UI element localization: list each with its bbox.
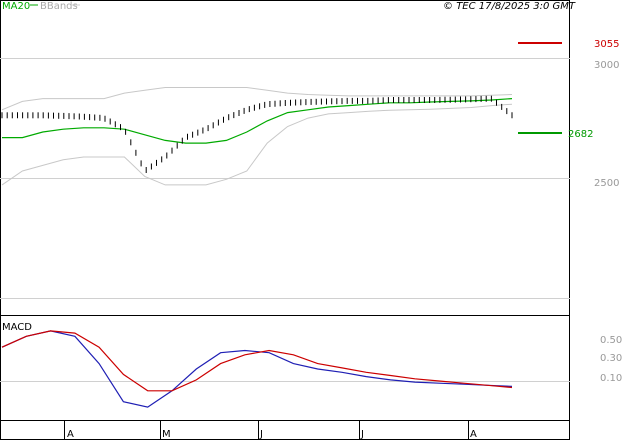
x-tick-label: M bbox=[162, 429, 171, 440]
price-tick-label: 3000 bbox=[594, 60, 619, 71]
price-bars bbox=[1, 95, 513, 173]
low-marker-label: 2682 bbox=[568, 129, 593, 140]
copyright-text: © TEC 17/8/2025 3:0 GMT bbox=[443, 1, 576, 12]
x-tick-label: J bbox=[259, 429, 263, 440]
macd-tick-label: 0.30 bbox=[600, 353, 622, 364]
signal-line bbox=[1, 330, 513, 392]
high-marker-label: 3055 bbox=[594, 39, 619, 50]
chart-frame bbox=[0, 0, 570, 440]
macd-title: MACD bbox=[2, 322, 32, 333]
bbands-legend-label: BBands bbox=[40, 1, 78, 12]
ma20-line bbox=[2, 98, 513, 144]
x-tick-label: A bbox=[67, 429, 74, 440]
macd-tick-label: 0.50 bbox=[600, 335, 622, 346]
ma-legend-label: MA20 bbox=[2, 1, 30, 12]
price-tick-label: 2500 bbox=[594, 178, 619, 189]
macd-tick-label: 0.10 bbox=[600, 373, 622, 384]
x-axis-labels: A M J J A bbox=[64, 420, 477, 440]
x-tick-label: A bbox=[470, 429, 477, 440]
macd-line bbox=[1, 330, 513, 408]
bbands-upper-line bbox=[1, 87, 513, 111]
bbands-lower-line bbox=[1, 103, 513, 186]
x-tick-label: J bbox=[360, 429, 364, 440]
